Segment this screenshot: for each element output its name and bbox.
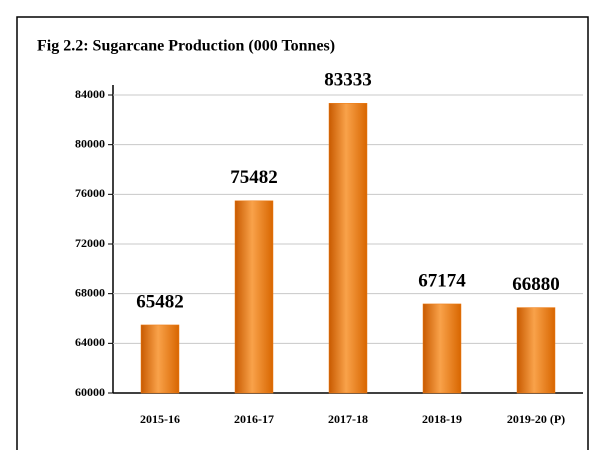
bar [422, 303, 462, 394]
y-tick-label: 68000 [75, 285, 105, 299]
value-label: 67174 [418, 270, 466, 291]
x-tick-label: 2015-16 [140, 412, 180, 426]
y-tick-label: 80000 [75, 136, 105, 150]
frame [16, 16, 589, 450]
value-label: 65482 [136, 291, 184, 312]
y-tick-label: 72000 [75, 236, 105, 250]
chart-title: Fig 2.2: Sugarcane Production (000 Tonne… [37, 38, 335, 55]
y-tick-label: 84000 [75, 87, 105, 101]
bar [328, 103, 368, 394]
value-label: 83333 [324, 70, 372, 91]
x-tick-label: 2017-18 [328, 412, 368, 426]
bar [516, 307, 556, 394]
x-tick-label: 2018-19 [422, 412, 462, 426]
bar [234, 200, 274, 394]
bar [140, 324, 180, 394]
x-tick-label: 2016-17 [234, 412, 274, 426]
y-tick-label: 76000 [75, 186, 105, 200]
value-label: 75482 [230, 167, 278, 188]
x-tick-label: 2019-20 (P) [507, 412, 565, 426]
value-label: 66880 [512, 274, 560, 295]
y-tick-label: 64000 [75, 335, 105, 349]
y-tick-label: 60000 [75, 385, 105, 399]
